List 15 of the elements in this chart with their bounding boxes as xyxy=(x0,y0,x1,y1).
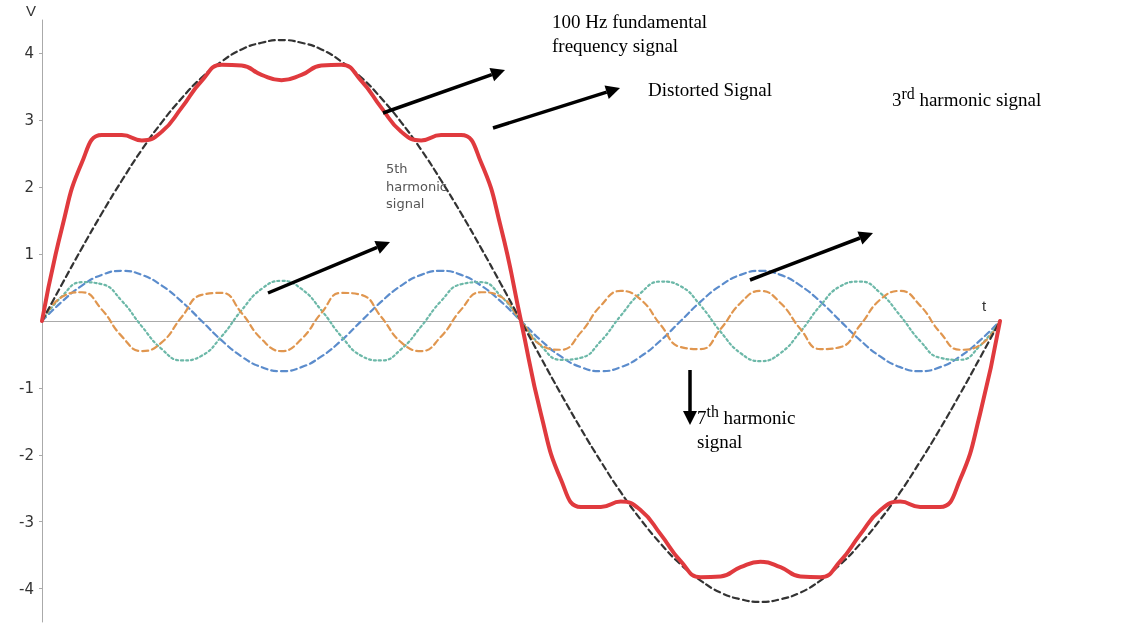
y-tick-label: -1 xyxy=(19,378,34,397)
annotation: 5th harmonic signal xyxy=(386,160,448,213)
y-tick-label: -2 xyxy=(19,445,34,464)
annotation: 7$^{th}$ harmonic signal xyxy=(697,402,797,454)
annotation: 100 Hz fundamental frequency signal xyxy=(552,10,709,58)
y-tick-label: 2 xyxy=(24,178,34,197)
annotation: Distorted Signal xyxy=(648,78,774,102)
y-tick-label: -3 xyxy=(19,512,34,531)
annotation: 3$^{rd}$ harmonic signal xyxy=(892,84,1043,113)
y-tick-label: 3 xyxy=(24,111,34,130)
x-axis-title: t xyxy=(982,297,987,314)
y-axis-title: V xyxy=(25,2,36,19)
y-tick-label: 1 xyxy=(24,245,34,264)
y-tick-label: 4 xyxy=(24,44,34,63)
y-tick-label: -4 xyxy=(19,579,34,598)
